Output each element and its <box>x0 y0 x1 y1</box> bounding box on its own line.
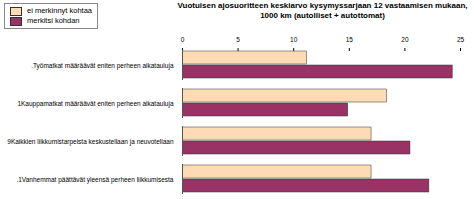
html-text:merkitsi kohdan: merkitsi kohdan <box>27 16 80 25</box>
svg-text:9Kaikkien liikkumistarpeista k: 9Kaikkien liikkumistarpeista keskustella… <box>7 138 174 146</box>
svg-text:15: 15 <box>346 36 354 43</box>
svg-text:25: 25 <box>457 36 465 43</box>
svg-text:.1Vanhemmat päättävät yleensä: .1Vanhemmat päättävät yleensä perheen li… <box>16 176 173 184</box>
svg-text:5: 5 <box>236 36 240 43</box>
svg-text:1Kauppamatkat määräävät eniten: 1Kauppamatkat määräävät eniten perheen a… <box>17 100 173 108</box>
svg-text:10: 10 <box>290 36 298 43</box>
html-text:ei merkinnyt kohtaa: ei merkinnyt kohtaa <box>27 6 92 15</box>
html-text:Vuotuisen ajosuoritteen keskia: Vuotuisen ajosuoritteen keskiarvo kysymy… <box>177 1 468 20</box>
svg-text:.Työmatkat määräävät eniten pe: .Työmatkat määräävät eniten perheen aika… <box>31 62 174 70</box>
svg-text:20: 20 <box>401 36 409 43</box>
svg-text:0: 0 <box>181 36 185 43</box>
